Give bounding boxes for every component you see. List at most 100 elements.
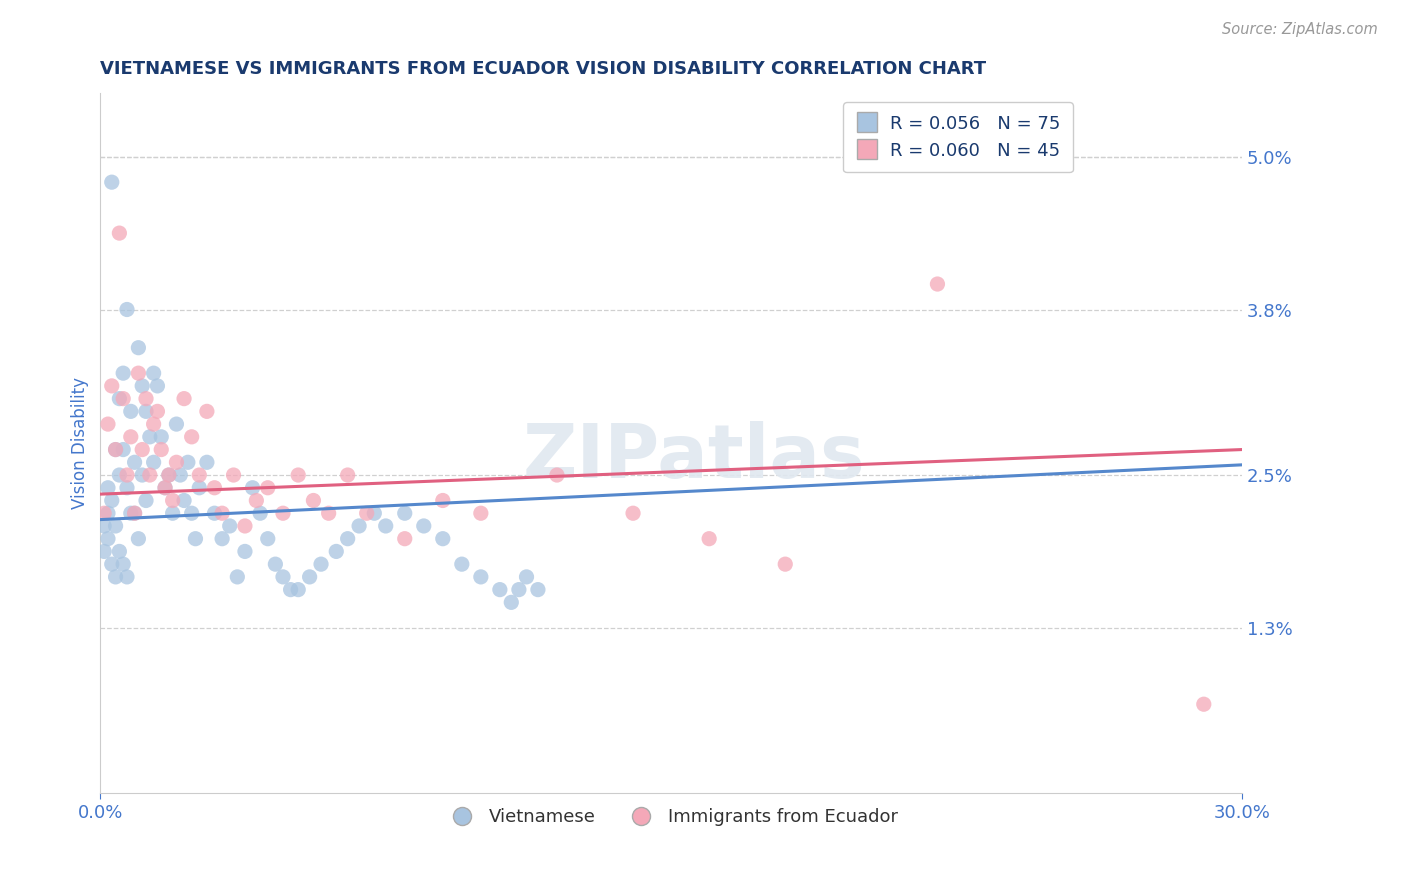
Point [124, 506, 146, 520]
Point [112, 366, 135, 380]
Point [139, 468, 162, 483]
Point [146, 379, 169, 393]
Point [112, 392, 135, 406]
Point [157, 468, 180, 483]
Point [697, 532, 720, 546]
Point [242, 481, 264, 495]
Point [150, 442, 173, 457]
Point [621, 506, 644, 520]
Point [100, 175, 122, 189]
Point [287, 468, 309, 483]
Point [336, 468, 359, 483]
Point [432, 532, 454, 546]
Point [318, 506, 340, 520]
Point [188, 468, 211, 483]
Point [173, 493, 195, 508]
Point [104, 570, 127, 584]
Point [412, 519, 434, 533]
Point [188, 481, 211, 495]
Point [211, 532, 233, 546]
Point [100, 493, 122, 508]
Point [135, 493, 157, 508]
Legend: Vietnamese, Immigrants from Ecuador: Vietnamese, Immigrants from Ecuador [437, 801, 905, 833]
Point [195, 455, 218, 469]
Point [93, 544, 115, 558]
Point [142, 417, 165, 431]
Point [169, 468, 191, 483]
Point [177, 455, 200, 469]
Point [249, 506, 271, 520]
Point [264, 557, 287, 571]
Point [180, 506, 202, 520]
Point [108, 468, 131, 483]
Point [298, 570, 321, 584]
Point [97, 481, 120, 495]
Point [218, 519, 240, 533]
Point [153, 481, 176, 495]
Point [115, 570, 138, 584]
Y-axis label: Vision Disability: Vision Disability [72, 377, 89, 509]
Point [256, 532, 278, 546]
Point [131, 468, 153, 483]
Point [1192, 697, 1215, 711]
Point [450, 557, 472, 571]
Point [115, 468, 138, 483]
Point [515, 570, 537, 584]
Point [142, 366, 165, 380]
Point [280, 582, 302, 597]
Point [325, 544, 347, 558]
Point [233, 544, 256, 558]
Point [108, 226, 131, 240]
Point [211, 506, 233, 520]
Point [120, 404, 142, 418]
Point [195, 404, 218, 418]
Text: Source: ZipAtlas.com: Source: ZipAtlas.com [1222, 22, 1378, 37]
Point [142, 455, 165, 469]
Point [127, 532, 149, 546]
Point [363, 506, 385, 520]
Point [432, 493, 454, 508]
Point [104, 519, 127, 533]
Point [773, 557, 796, 571]
Point [309, 557, 332, 571]
Point [374, 519, 396, 533]
Point [100, 557, 122, 571]
Point [97, 506, 120, 520]
Point [256, 481, 278, 495]
Point [222, 468, 245, 483]
Point [180, 430, 202, 444]
Point [120, 506, 142, 520]
Point [120, 430, 142, 444]
Point [100, 379, 122, 393]
Point [356, 506, 378, 520]
Point [204, 506, 226, 520]
Point [204, 481, 226, 495]
Point [108, 544, 131, 558]
Point [124, 506, 146, 520]
Point [394, 532, 416, 546]
Point [139, 430, 162, 444]
Point [394, 506, 416, 520]
Point [131, 379, 153, 393]
Text: ZIPatlas: ZIPatlas [523, 421, 865, 493]
Point [127, 366, 149, 380]
Point [162, 506, 184, 520]
Point [287, 582, 309, 597]
Point [124, 455, 146, 469]
Point [165, 455, 187, 469]
Point [93, 519, 115, 533]
Point [97, 532, 120, 546]
Point [271, 506, 294, 520]
Point [115, 302, 138, 317]
Point [233, 519, 256, 533]
Point [184, 532, 207, 546]
Point [97, 417, 120, 431]
Point [347, 519, 370, 533]
Point [108, 392, 131, 406]
Point [302, 493, 325, 508]
Point [489, 582, 512, 597]
Point [508, 582, 530, 597]
Point [115, 481, 138, 495]
Point [226, 570, 249, 584]
Point [927, 277, 949, 291]
